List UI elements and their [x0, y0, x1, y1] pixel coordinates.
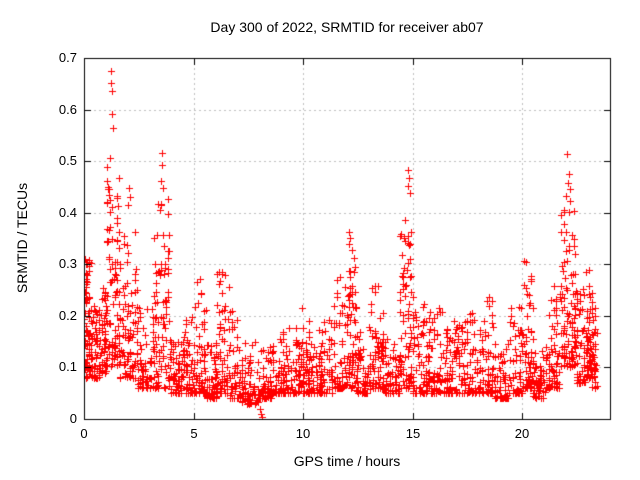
x-tick-label: 20: [514, 426, 530, 441]
x-tick-label: 5: [190, 426, 198, 441]
x-tick-label: 15: [405, 426, 421, 441]
y-tick-label: 0.6: [58, 102, 77, 117]
x-tick-label: 10: [295, 426, 311, 441]
y-tick-label: 0: [69, 411, 77, 426]
x-tick-label: 0: [80, 426, 88, 441]
y-tick-label: 0.7: [58, 50, 77, 65]
y-tick-label: 0.1: [58, 359, 77, 374]
y-axis-label: SRMTID / TECUs: [14, 182, 30, 294]
chart-title: Day 300 of 2022, SRMTID for receiver ab0…: [210, 19, 484, 35]
y-tick-label: 0.5: [58, 153, 77, 168]
x-axis-label: GPS time / hours: [293, 453, 401, 469]
y-tick-label: 0.4: [58, 205, 77, 220]
y-tick-label: 0.3: [58, 256, 77, 271]
y-tick-label: 0.2: [58, 308, 77, 323]
